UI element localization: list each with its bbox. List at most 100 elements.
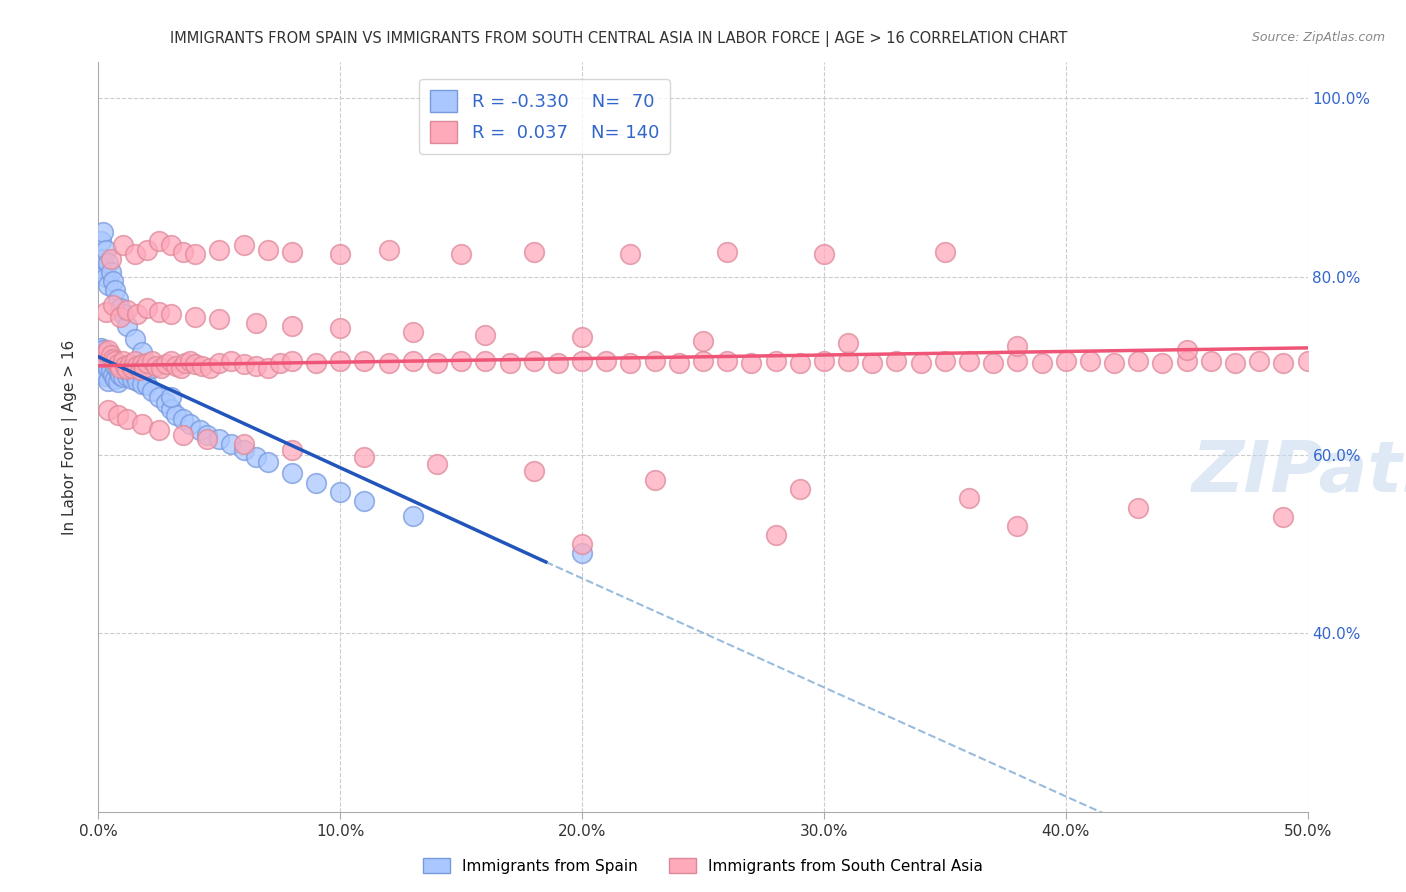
Point xyxy=(160,390,183,404)
Point xyxy=(184,357,207,371)
Point xyxy=(97,343,120,357)
Point xyxy=(426,356,449,370)
Text: ZIPatlas: ZIPatlas xyxy=(1192,438,1406,508)
Point xyxy=(957,491,980,505)
Point xyxy=(124,247,146,261)
Point xyxy=(121,360,143,375)
Point xyxy=(117,362,139,376)
Point xyxy=(221,354,243,368)
Point xyxy=(94,359,117,373)
Point xyxy=(619,247,641,261)
Point xyxy=(104,354,127,368)
Point xyxy=(353,354,375,368)
Point xyxy=(644,473,666,487)
Point xyxy=(111,359,134,373)
Point xyxy=(377,243,399,257)
Point xyxy=(450,354,472,368)
Point xyxy=(91,366,114,380)
Point xyxy=(94,269,117,284)
Point xyxy=(141,384,163,398)
Point xyxy=(165,408,187,422)
Point xyxy=(172,428,194,442)
Point xyxy=(789,356,811,370)
Point xyxy=(108,310,131,324)
Point xyxy=(90,234,112,248)
Point xyxy=(172,244,194,259)
Point xyxy=(498,356,520,370)
Point xyxy=(97,278,120,293)
Point xyxy=(692,334,714,348)
Point xyxy=(402,354,425,368)
Point xyxy=(1296,354,1319,368)
Point xyxy=(474,354,496,368)
Point xyxy=(107,363,129,377)
Point xyxy=(256,360,278,375)
Point xyxy=(329,321,352,335)
Point xyxy=(208,243,231,257)
Point xyxy=(245,450,267,464)
Point xyxy=(1128,501,1150,516)
Point xyxy=(160,354,183,368)
Point xyxy=(837,336,859,351)
Point xyxy=(90,350,112,364)
Point xyxy=(195,428,218,442)
Point xyxy=(94,345,117,359)
Point xyxy=(1007,354,1029,368)
Point xyxy=(127,374,149,388)
Point xyxy=(1175,354,1198,368)
Point xyxy=(117,318,139,333)
Point xyxy=(281,466,304,480)
Point xyxy=(1007,339,1029,353)
Point xyxy=(145,359,167,373)
Point xyxy=(90,260,112,275)
Point xyxy=(765,528,787,542)
Point xyxy=(957,354,980,368)
Point xyxy=(121,372,143,386)
Point xyxy=(402,325,425,339)
Point xyxy=(104,372,127,386)
Point xyxy=(135,378,157,392)
Point xyxy=(1152,356,1174,370)
Point xyxy=(450,247,472,261)
Point xyxy=(97,374,120,388)
Point xyxy=(135,243,157,257)
Point xyxy=(107,408,129,422)
Point xyxy=(111,370,134,384)
Point xyxy=(1054,354,1077,368)
Point xyxy=(108,368,131,382)
Point xyxy=(981,356,1004,370)
Point xyxy=(692,354,714,368)
Point xyxy=(571,354,593,368)
Point xyxy=(124,354,146,368)
Point xyxy=(1199,354,1222,368)
Point xyxy=(281,354,304,368)
Point xyxy=(208,432,231,446)
Point xyxy=(813,247,835,261)
Point xyxy=(716,354,738,368)
Point xyxy=(155,396,177,410)
Point xyxy=(160,401,183,416)
Point xyxy=(94,369,117,384)
Point xyxy=(104,283,127,297)
Point xyxy=(837,354,859,368)
Point xyxy=(188,423,211,437)
Point xyxy=(179,417,201,431)
Text: IMMIGRANTS FROM SPAIN VS IMMIGRANTS FROM SOUTH CENTRAL ASIA IN LABOR FORCE | AGE: IMMIGRANTS FROM SPAIN VS IMMIGRANTS FROM… xyxy=(170,31,1067,47)
Point xyxy=(269,356,291,370)
Point xyxy=(402,508,425,523)
Point xyxy=(108,360,131,375)
Point xyxy=(232,437,254,451)
Point xyxy=(108,301,131,315)
Point xyxy=(111,238,134,252)
Point xyxy=(305,476,328,491)
Point xyxy=(118,357,141,371)
Point xyxy=(245,359,267,373)
Point xyxy=(789,482,811,496)
Point xyxy=(232,238,254,252)
Point xyxy=(91,225,114,239)
Legend: R = -0.330    N=  70, R =  0.037    N= 140: R = -0.330 N= 70, R = 0.037 N= 140 xyxy=(419,79,669,153)
Point xyxy=(131,357,153,371)
Point xyxy=(124,368,146,382)
Point xyxy=(107,357,129,371)
Point xyxy=(155,357,177,371)
